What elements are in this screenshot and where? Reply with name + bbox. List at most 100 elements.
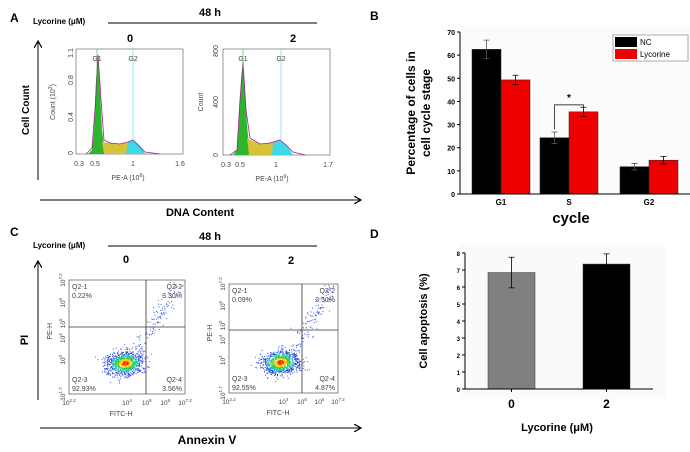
event-dot xyxy=(126,362,128,364)
event-dot xyxy=(281,366,283,368)
event-dot xyxy=(116,374,118,376)
event-dot xyxy=(134,354,136,356)
event-dot xyxy=(124,355,126,357)
event-dot xyxy=(127,369,129,371)
event-dot xyxy=(276,359,278,361)
event-dot xyxy=(108,358,110,360)
event-dot xyxy=(126,365,128,367)
event-dot xyxy=(135,363,137,365)
annexin-v-label: Annexin V xyxy=(178,433,237,447)
event-dot xyxy=(144,342,146,344)
xtick: 1.6 xyxy=(175,161,185,168)
event-dot xyxy=(276,353,278,355)
event-dot xyxy=(117,363,119,365)
event-dot xyxy=(151,318,153,320)
event-dot xyxy=(120,359,122,361)
event-dot xyxy=(270,362,272,364)
event-dot xyxy=(131,348,133,350)
event-dot xyxy=(268,355,270,357)
event-dot xyxy=(122,366,124,368)
event-dot xyxy=(281,357,283,359)
panel-b-letter: B xyxy=(370,9,379,23)
event-dot xyxy=(302,334,304,336)
event-dot xyxy=(279,359,281,361)
event-dot xyxy=(295,363,297,365)
event-dot xyxy=(294,359,296,361)
event-dot xyxy=(114,366,116,368)
event-dot xyxy=(110,360,112,362)
event-dot xyxy=(317,307,319,309)
event-dot xyxy=(120,357,122,359)
event-dot xyxy=(132,357,134,359)
event-dot xyxy=(122,364,124,366)
event-dot xyxy=(128,367,130,369)
event-dot xyxy=(267,358,269,360)
event-dot xyxy=(284,370,286,372)
event-dot xyxy=(129,361,131,363)
event-dot xyxy=(136,356,138,358)
event-dot xyxy=(126,371,128,373)
event-dot xyxy=(262,361,264,363)
event-dot xyxy=(272,366,274,368)
event-dot xyxy=(273,362,275,364)
event-dot xyxy=(268,362,270,364)
event-dot xyxy=(134,363,136,365)
y-tick-label: 104 xyxy=(58,333,67,343)
event-dot xyxy=(277,378,279,380)
event-dot xyxy=(118,354,120,356)
event-dot xyxy=(134,359,136,361)
event-dot xyxy=(284,360,286,362)
event-dot xyxy=(275,362,277,364)
event-dot xyxy=(134,360,136,362)
event-dot xyxy=(142,353,144,355)
event-dot xyxy=(284,367,286,369)
event-dot xyxy=(288,359,290,361)
event-dot xyxy=(283,361,285,363)
event-dot xyxy=(281,360,283,362)
y-tick-label: 103 xyxy=(218,355,227,365)
event-dot xyxy=(293,349,295,351)
event-dot xyxy=(282,362,284,364)
event-dot xyxy=(278,361,280,363)
bar-S-NC xyxy=(539,137,570,195)
event-dot xyxy=(123,359,125,361)
event-dot xyxy=(127,371,129,373)
event-dot xyxy=(128,363,130,365)
event-dot xyxy=(307,313,309,315)
event-dot xyxy=(121,364,123,366)
event-dot xyxy=(265,363,267,365)
event-dot xyxy=(125,348,127,350)
event-dot xyxy=(130,362,132,364)
event-dot xyxy=(123,370,125,372)
event-dot xyxy=(285,359,287,361)
s-phase xyxy=(102,142,134,154)
event-dot xyxy=(113,373,115,375)
event-dot xyxy=(266,357,268,359)
event-dot xyxy=(111,366,113,368)
event-dot xyxy=(121,370,123,372)
event-dot xyxy=(318,312,320,314)
event-dot xyxy=(132,351,134,353)
event-dot xyxy=(114,374,116,376)
event-dot xyxy=(292,360,294,362)
event-dot xyxy=(162,294,164,296)
event-dot xyxy=(124,368,126,370)
event-dot xyxy=(139,355,141,357)
event-dot xyxy=(272,354,274,356)
x-tick-label: 106 xyxy=(315,397,325,406)
event-dot xyxy=(117,359,119,361)
event-dot xyxy=(287,370,289,372)
event-dot xyxy=(127,376,129,378)
x-tick-label: S xyxy=(566,198,572,207)
y-tick-label: 105 xyxy=(58,318,67,328)
event-dot xyxy=(116,363,118,365)
event-dot xyxy=(290,355,292,357)
event-dot xyxy=(140,350,142,352)
event-dot xyxy=(306,334,308,336)
event-dot xyxy=(124,364,126,366)
event-dot xyxy=(167,301,169,303)
event-dot xyxy=(124,365,126,367)
event-dot xyxy=(281,372,283,374)
event-dot xyxy=(109,369,111,371)
event-dot xyxy=(290,327,292,329)
